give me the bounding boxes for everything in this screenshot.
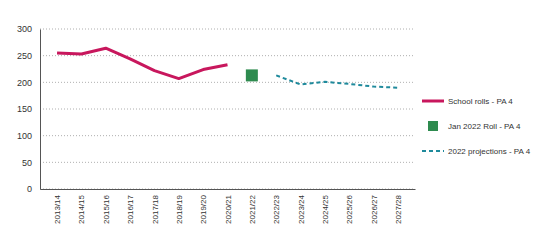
y-tick-label: 200: [17, 78, 32, 88]
y-tick: 0: [27, 184, 40, 194]
y-tick-label: 100: [17, 131, 32, 141]
x-axis-line: [41, 189, 416, 190]
x-tick: 2021/22: [248, 189, 257, 224]
x-tick: 2025/26: [345, 189, 354, 224]
plot-marks: [57, 48, 398, 87]
x-tick-label: 2016/17: [126, 194, 135, 223]
x-tick-label: 2021/22: [248, 194, 257, 223]
x-tick: 2019/20: [199, 189, 208, 224]
y-tick-label: 50: [22, 158, 32, 168]
y-tick: 50: [22, 158, 40, 168]
legend-swatch: [428, 121, 438, 131]
grid-line: [40, 109, 415, 110]
legend-label: 2022 projections - PA 4: [448, 147, 531, 156]
chart: 0501001502002503002013/142014/152015/162…: [0, 0, 560, 250]
y-tick: 150: [17, 104, 40, 114]
y-tick: 300: [17, 24, 40, 34]
grid-line: [40, 162, 415, 163]
y-tick-label: 150: [17, 104, 32, 114]
x-tick: 2027/28: [394, 189, 403, 224]
x-tick: 2014/15: [77, 189, 86, 224]
x-tick-label: 2013/14: [53, 194, 62, 223]
x-tick-label: 2015/16: [102, 194, 111, 223]
x-tick: 2016/17: [126, 189, 135, 224]
x-tick: 2015/16: [102, 189, 111, 224]
x-tick-label: 2024/25: [321, 194, 330, 223]
x-tick-label: 2017/18: [151, 194, 160, 223]
x-tick-label: 2014/15: [77, 194, 86, 223]
grid-line: [40, 29, 415, 30]
legend-item: School rolls - PA 4: [422, 97, 513, 106]
legend-swatch: [422, 100, 444, 103]
y-tick-label: 250: [17, 51, 32, 61]
x-tick: 2017/18: [151, 189, 160, 224]
x-tick: 2018/19: [175, 189, 184, 224]
grid-line: [40, 135, 415, 136]
series-point: [246, 69, 258, 81]
y-tick: 100: [17, 131, 40, 141]
legend-item: 2022 projections - PA 4: [422, 147, 531, 156]
y-axis: 0 50 100 150 200 250 300: [17, 24, 41, 194]
x-tick-label: 2022/23: [272, 194, 281, 223]
series-line: [57, 48, 227, 78]
x-tick-label: 2020/21: [224, 194, 233, 223]
legend-swatch: [422, 150, 444, 152]
legend: School rolls - PA 4 Jan 2022 Roll - PA 4 2…: [422, 97, 531, 156]
grid-line: [40, 82, 415, 83]
x-axis: 2013/14 2014/15 2015/16 2016/17 2017/18 2018/…: [41, 189, 416, 224]
series-line: [276, 75, 398, 87]
x-tick: 2024/25: [321, 189, 330, 224]
x-tick: 2022/23: [272, 189, 281, 224]
legend-label: School rolls - PA 4: [448, 97, 513, 106]
x-tick: 2020/21: [224, 189, 233, 224]
legend-label: Jan 2022 Roll - PA 4: [448, 122, 521, 131]
x-tick-label: 2023/24: [297, 194, 306, 223]
x-tick-label: 2019/20: [199, 194, 208, 223]
grid-line: [40, 55, 415, 56]
y-tick: 250: [17, 51, 40, 61]
x-tick-label: 2018/19: [175, 194, 184, 223]
y-tick-label: 300: [17, 24, 32, 34]
grid-line: [40, 189, 415, 190]
x-tick: 2013/14: [53, 189, 62, 224]
x-tick-label: 2026/27: [370, 194, 379, 223]
legend-item: Jan 2022 Roll - PA 4: [428, 121, 521, 131]
x-tick-label: 2027/28: [394, 194, 403, 223]
y-tick-label: 0: [27, 184, 32, 194]
y-tick: 200: [17, 78, 40, 88]
x-tick-label: 2025/26: [345, 194, 354, 223]
grid: [40, 29, 415, 189]
x-tick: 2023/24: [297, 189, 306, 224]
x-tick: 2026/27: [370, 189, 379, 224]
y-axis-line: [40, 30, 41, 190]
